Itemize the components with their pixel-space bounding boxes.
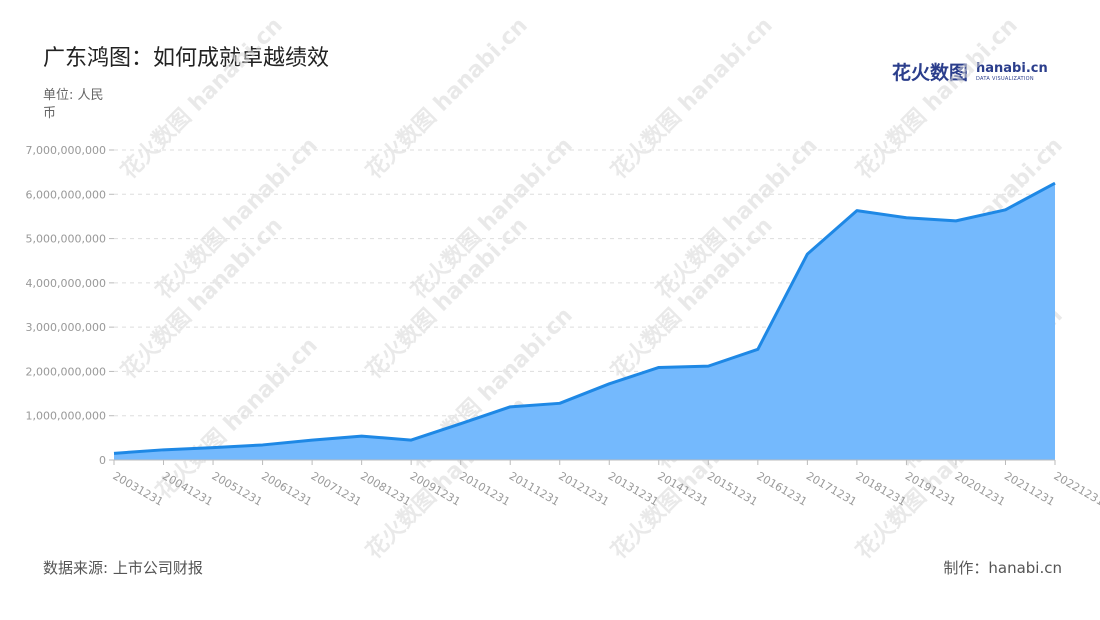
x-tick-label: 20221231 bbox=[1052, 469, 1100, 508]
x-tick-label: 20051231 bbox=[210, 469, 265, 508]
chart-title: 广东鸿图：如何成就卓越绩效 bbox=[43, 46, 330, 71]
y-tick-label: 3,000,000,000 bbox=[26, 321, 106, 334]
source-label: 数据来源: 上市公司财报 bbox=[43, 559, 203, 577]
watermark-text: 花火数图 hanabi.cn bbox=[606, 12, 778, 184]
x-tick-label: 20151231 bbox=[705, 469, 760, 508]
x-tick-label: 20121231 bbox=[556, 469, 611, 508]
series-line bbox=[113, 181, 1056, 455]
x-tick-label: 20181231 bbox=[853, 469, 908, 508]
logo-cn-text: 花火数图 bbox=[892, 62, 969, 84]
y-tick-label: 4,000,000,000 bbox=[26, 277, 106, 290]
watermark-text: 花火数图 hanabi.cn bbox=[406, 132, 578, 304]
credit-label: 制作：hanabi.cn bbox=[943, 559, 1062, 577]
x-tick-label: 20131231 bbox=[606, 469, 661, 508]
y-tick-label: 0 bbox=[99, 454, 106, 467]
logo-sub-text: DATA VISUALIZATION bbox=[976, 76, 1034, 82]
y-tick-label: 1,000,000,000 bbox=[26, 410, 106, 423]
x-tick-label: 20171231 bbox=[804, 469, 859, 508]
x-tick-label: 20201231 bbox=[952, 469, 1007, 508]
y-tick-label: 6,000,000,000 bbox=[26, 188, 106, 201]
y-tick-label: 7,000,000,000 bbox=[26, 144, 106, 157]
x-tick-label: 20111231 bbox=[507, 469, 562, 508]
x-tick-label: 20071231 bbox=[309, 469, 364, 508]
unit-label: 单位: 人民币 bbox=[43, 88, 104, 121]
hanabi-logo: 花火数图 hanabi.cn DATA VISUALIZATION bbox=[892, 58, 1048, 88]
y-tick-label: 5,000,000,000 bbox=[26, 233, 106, 246]
x-tick-label: 20061231 bbox=[259, 469, 314, 508]
y-tick-labels: 0 1,000,000,000 2,000,000,000 3,000,000,000… bbox=[26, 144, 106, 467]
x-tick-label: 20081231 bbox=[358, 469, 413, 508]
x-tick-label: 20101231 bbox=[457, 469, 512, 508]
watermark-text: 花火数图 hanabi.cn bbox=[851, 12, 1023, 184]
area-fill bbox=[114, 183, 1055, 460]
watermark-text: 花火数图 hanabi.cn bbox=[116, 12, 288, 184]
watermark-text: 花火数图 hanabi.cn bbox=[361, 12, 533, 184]
y-tick-label: 2,000,000,000 bbox=[26, 365, 106, 378]
logo-en-text: hanabi.cn bbox=[976, 61, 1048, 76]
x-tick-label: 20211231 bbox=[1002, 469, 1057, 508]
x-tick-label: 20161231 bbox=[754, 469, 809, 508]
